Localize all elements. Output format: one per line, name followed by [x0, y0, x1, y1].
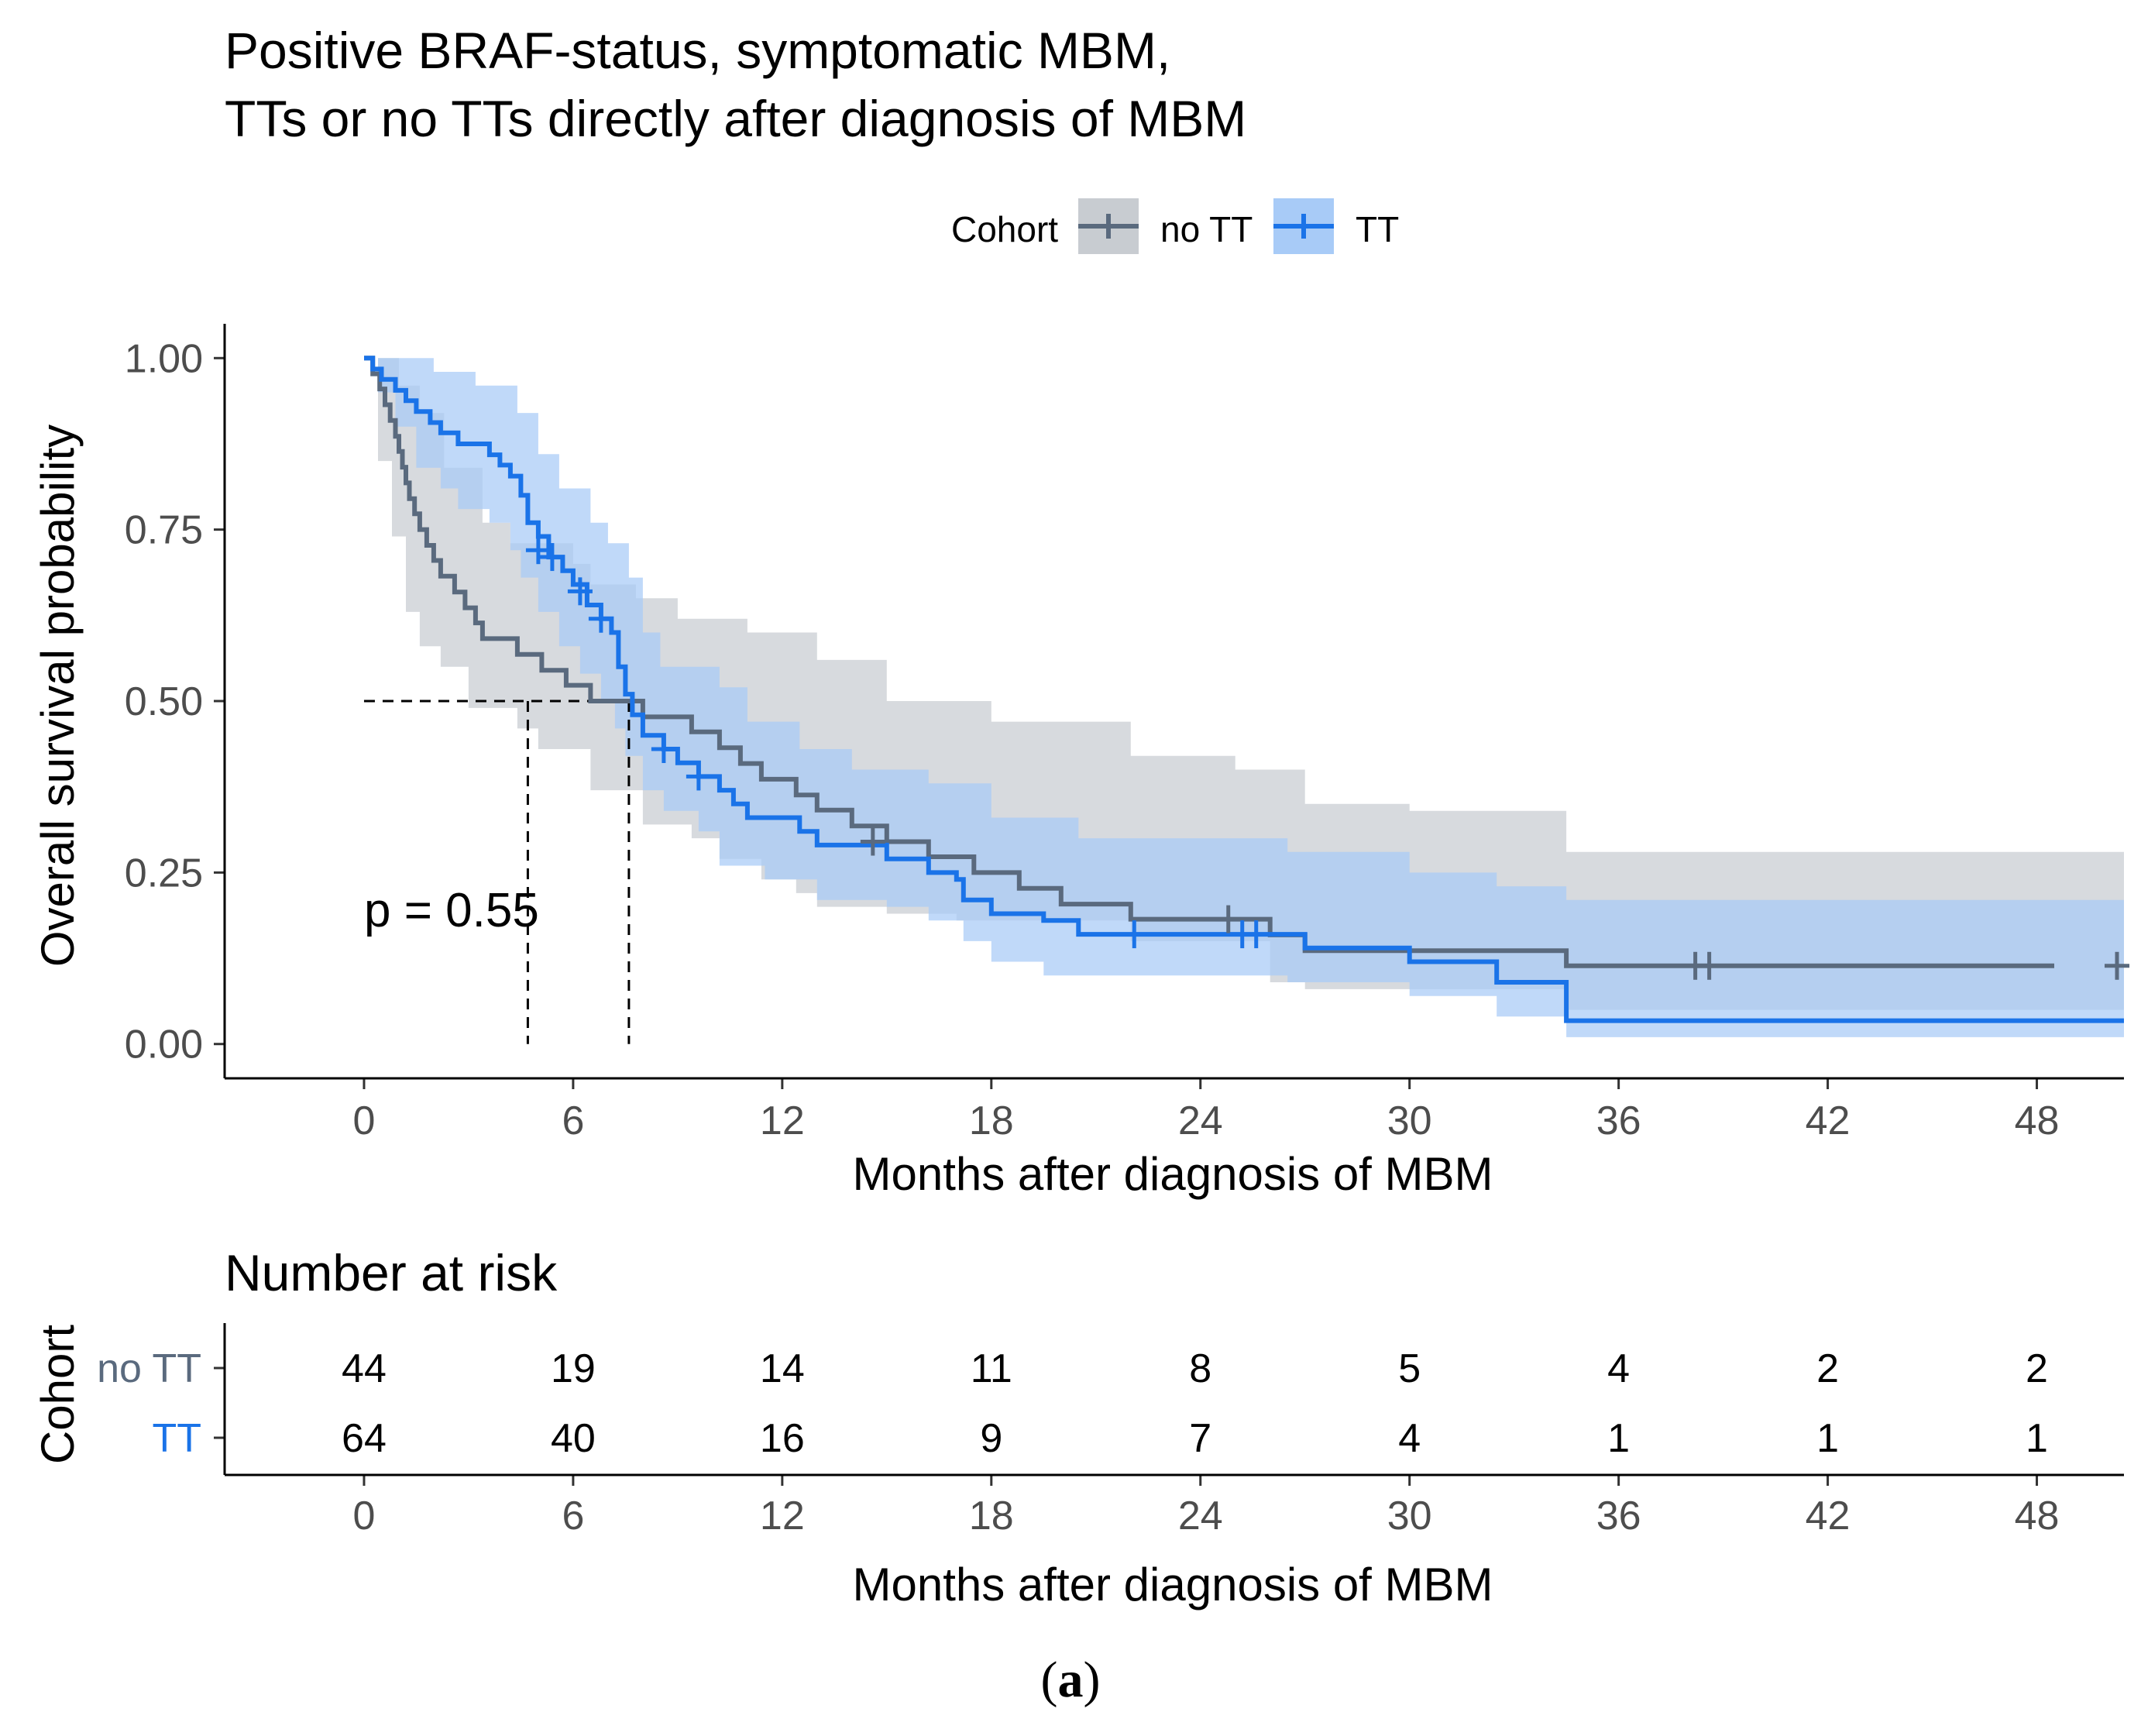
- risk-row-label-tt: TT: [152, 1416, 201, 1461]
- censor-mark-tt: [525, 536, 551, 565]
- survival-plot: 0.00 0.25 0.50 0.75 1.00 0 6 12 18 24 30 36 42 48 p …: [32, 324, 2130, 1200]
- risk-value-tt: 40: [551, 1416, 596, 1461]
- risk-value-tt: 16: [760, 1416, 805, 1461]
- risk-value-tt: 1: [1816, 1416, 1839, 1461]
- panel-label-letter: a: [1058, 1652, 1084, 1708]
- risk-x-tick-label: 42: [1806, 1494, 1851, 1538]
- survival-curves: [364, 356, 2124, 1023]
- risk-value-no-tt: 2: [1816, 1346, 1839, 1391]
- y-tick-label: 0.50: [125, 679, 203, 724]
- confidence-band-tt: [364, 358, 2124, 1037]
- y-tick-label: 0.00: [125, 1023, 203, 1067]
- y-tick-label: 0.75: [125, 508, 203, 553]
- risk-value-tt: 1: [2026, 1416, 2048, 1461]
- risk-value-no-tt: 44: [342, 1346, 387, 1391]
- risk-x-tick-label: 18: [969, 1494, 1014, 1538]
- survival-curve-no-tt: [364, 356, 2054, 968]
- panel-label: (a): [1041, 1652, 1101, 1708]
- risk-value-tt: 9: [980, 1416, 1002, 1461]
- x-tick-label: 48: [2015, 1098, 2060, 1143]
- x-axis-ticks: 0 6 12 18 24 30 36 42 48: [353, 1078, 2060, 1143]
- censor-mark-tt: [539, 543, 565, 572]
- chart-title-line-2: TTs or no TTs directly after diagnosis o…: [225, 90, 1246, 147]
- risk-value-no-tt: 4: [1607, 1346, 1630, 1391]
- x-tick-label: 0: [353, 1098, 376, 1143]
- y-axis-ticks: 0.00 0.25 0.50 0.75 1.00: [125, 336, 225, 1067]
- censor-mark-tt: [567, 577, 593, 606]
- risk-value-no-tt: 11: [971, 1346, 1012, 1391]
- risk-value-tt: 1: [1607, 1416, 1630, 1461]
- risk-table: Number at risk Cohort no TT 44 19 14 11 8 5 4 2 2…: [32, 1244, 2124, 1611]
- censor-mark-tt: [651, 734, 676, 763]
- legend: Cohort no TT TT: [951, 198, 1399, 254]
- risk-value-no-tt: 5: [1398, 1346, 1421, 1391]
- risk-value-tt: 4: [1398, 1416, 1421, 1461]
- median-lines: [363, 700, 631, 1044]
- censor-mark-tt: [1122, 920, 1147, 949]
- panel-label-open: (: [1041, 1652, 1058, 1708]
- censor-mark-no-tt: [1696, 951, 1722, 980]
- risk-value-no-tt: 14: [760, 1346, 805, 1391]
- confidence-bands: [364, 358, 2124, 1037]
- risk-table-y-title: Cohort: [32, 1325, 84, 1464]
- risk-x-tick-label: 48: [2015, 1494, 2060, 1538]
- y-axis-title: Overall survival probability: [32, 425, 84, 967]
- p-value-label: p = 0.55: [364, 884, 539, 937]
- risk-value-tt: 64: [342, 1416, 387, 1461]
- risk-x-tick-label: 12: [760, 1494, 805, 1538]
- x-tick-label: 30: [1387, 1098, 1432, 1143]
- risk-value-tt: 7: [1189, 1416, 1211, 1461]
- risk-table-title: Number at risk: [225, 1244, 558, 1301]
- x-tick-label: 6: [562, 1098, 584, 1143]
- x-tick-label: 42: [1806, 1098, 1851, 1143]
- x-axis-title: Months after diagnosis of MBM: [852, 1148, 1493, 1200]
- legend-item-tt: TT: [1273, 198, 1399, 254]
- risk-x-tick-label: 6: [562, 1494, 584, 1538]
- risk-x-tick-label: 36: [1596, 1494, 1641, 1538]
- chart-title-line-1: Positive BRAF-status, symptomatic MBM,: [225, 22, 1170, 79]
- legend-label-tt: TT: [1356, 209, 1399, 249]
- censor-mark-no-tt: [1215, 905, 1241, 933]
- risk-table-rows: no TT 44 19 14 11 8 5 4 2 2TT 64 40 16 9 7 4 1 1 1: [97, 1346, 2048, 1461]
- x-tick-label: 18: [969, 1098, 1014, 1143]
- legend-item-no-tt: no TT: [1078, 198, 1253, 254]
- panel-label-close: ): [1084, 1652, 1101, 1708]
- legend-title: Cohort: [951, 209, 1058, 249]
- risk-x-tick-label: 30: [1387, 1494, 1432, 1538]
- risk-table-x-ticks: 0 6 12 18 24 30 36 42 48: [353, 1475, 2060, 1538]
- x-tick-label: 36: [1596, 1098, 1641, 1143]
- x-tick-label: 12: [760, 1098, 805, 1143]
- survival-curve-tt: [364, 356, 2124, 1023]
- risk-row-label-no-tt: no TT: [97, 1346, 201, 1391]
- censor-mark-tt: [588, 604, 613, 633]
- risk-table-x-title: Months after diagnosis of MBM: [852, 1559, 1493, 1611]
- risk-value-no-tt: 8: [1189, 1346, 1211, 1391]
- censor-mark-no-tt: [860, 827, 885, 856]
- censor-marks: [525, 536, 2130, 980]
- y-tick-label: 1.00: [125, 336, 203, 381]
- risk-x-tick-label: 0: [353, 1494, 376, 1538]
- x-tick-label: 24: [1178, 1098, 1223, 1143]
- risk-x-tick-label: 24: [1178, 1494, 1223, 1538]
- censor-mark-no-tt: [2105, 951, 2130, 980]
- censor-mark-tt: [686, 762, 711, 791]
- risk-value-no-tt: 2: [2026, 1346, 2048, 1391]
- censor-mark-tt: [1243, 920, 1269, 949]
- risk-value-no-tt: 19: [551, 1346, 596, 1391]
- y-tick-label: 0.25: [125, 851, 203, 896]
- legend-label-no-tt: no TT: [1160, 209, 1253, 249]
